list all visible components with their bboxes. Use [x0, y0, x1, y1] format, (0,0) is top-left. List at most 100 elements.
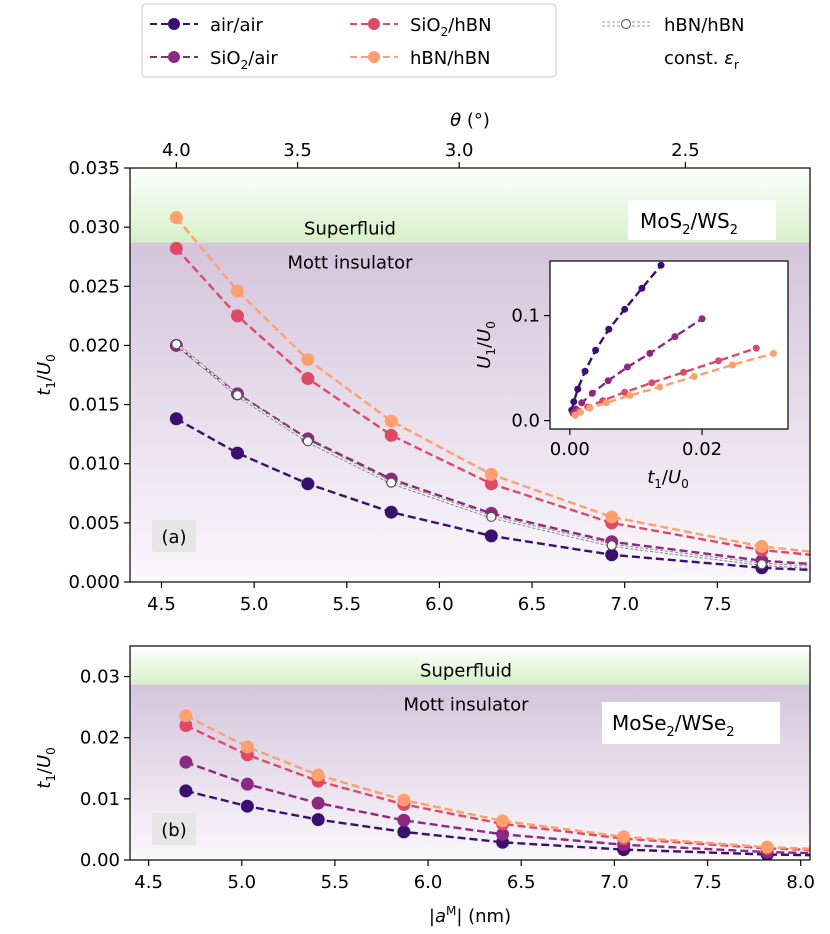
inset-data-point: [638, 284, 646, 292]
series-air-air: [179, 784, 810, 860]
inset-data-point: [576, 408, 584, 416]
series-layer: [169, 211, 810, 575]
data-point: [230, 446, 244, 460]
inset-data-point: [656, 383, 664, 391]
data-point: [311, 813, 325, 827]
inset-data-point: [578, 399, 586, 407]
y-tick-label: 0.030: [68, 217, 120, 238]
data-point: [169, 412, 183, 426]
legend-label-sio2-air: SiO2/air: [210, 48, 278, 72]
axes-frame: [129, 645, 811, 861]
panel-a: 0.000 0.005 0.010 0.015 0.020 0.025 0.030 0.035…: [34, 110, 811, 615]
inset-y-label: U1/U0: [474, 321, 498, 369]
data-point: [179, 718, 193, 732]
series-line: [185, 714, 810, 850]
inset-data-point: [646, 349, 654, 357]
y-tick-label: 0.00: [80, 850, 120, 871]
data-point: [606, 540, 617, 551]
material-label: MoSe2/WSe2: [602, 702, 780, 744]
region-label-mott: Mott insulator: [403, 695, 529, 716]
x-tick-label: 6.0: [414, 872, 443, 893]
data-point: [169, 211, 183, 225]
series-line: [175, 247, 810, 556]
inset-chart: 0.0 0.1 0.00 0.02 U1/U0 t1/U0: [474, 260, 789, 491]
x-tick-label: 7.5: [693, 872, 722, 893]
inset-y-tick-label: 0.0: [511, 411, 540, 432]
inset-frame: [549, 260, 789, 430]
inset-x-tick-label: 0.00: [550, 439, 590, 460]
y-tick-label: 0.035: [68, 158, 120, 179]
inset-data-point: [571, 411, 579, 419]
data-point: [302, 436, 313, 447]
data-point: [169, 241, 183, 255]
inset-series-sio2-air: [569, 315, 706, 417]
inset-data-point: [588, 389, 596, 397]
series-line: [185, 789, 810, 857]
data-point: [230, 309, 244, 323]
inset-data-point: [680, 368, 688, 376]
series-hbn-hbn: [179, 709, 810, 854]
series-line: [175, 216, 810, 553]
legend-entry-sio2-hbn: SiO2/hBN: [350, 15, 492, 39]
series-line-inner: [175, 343, 810, 568]
x-tick-label: 4.5: [147, 594, 176, 615]
legend-entry-air-air: air/air: [150, 15, 264, 36]
inset-x-label: t1/U0: [647, 467, 689, 491]
data-point: [397, 825, 411, 839]
data-point: [605, 548, 619, 562]
data-point: [240, 777, 254, 791]
inset-data-point: [715, 357, 723, 365]
region-label-mott: Mott insulator: [287, 253, 413, 274]
inset-series-hbn-hbn: [571, 349, 777, 419]
data-point: [617, 830, 631, 844]
inset-data-point: [604, 377, 612, 385]
legend-marker: [368, 51, 380, 63]
y-tick-label: 0.02: [80, 728, 120, 749]
legend-entry-hbn-const: hBN/hBN const. εr: [602, 15, 745, 72]
inset-data-point: [592, 346, 600, 354]
series-line: [185, 724, 810, 852]
inset-data-point: [648, 379, 656, 387]
y-tick-label: 0.015: [68, 395, 120, 416]
data-point: [301, 372, 315, 386]
axes-frame: [129, 167, 811, 583]
legend-label-hbn-const: hBN/hBN: [664, 15, 745, 36]
inset-data-point: [671, 333, 679, 341]
legend: air/air SiO2/air SiO2/hBN hBN/hBN hBN/hB…: [141, 3, 745, 78]
inset-data-point: [728, 361, 736, 369]
inset-data-point: [698, 315, 706, 323]
legend-label-hbn-hbn: hBN/hBN: [410, 48, 491, 69]
data-point: [179, 784, 193, 798]
x-tick-label: 5.5: [332, 594, 361, 615]
data-point: [760, 840, 774, 854]
x-tick-label: 5.0: [240, 594, 269, 615]
inset-series-layer: [568, 261, 777, 419]
series-air-air: [169, 412, 810, 575]
data-point: [486, 511, 497, 523]
x-tick-label: 5.5: [321, 872, 350, 893]
x-tick-label: 8.0: [786, 872, 815, 893]
y-axis-label: t1/U0: [34, 354, 58, 396]
data-point: [755, 540, 769, 554]
x-tick-label: 4.5: [134, 872, 163, 893]
region-label-superfluid: Superfluid: [304, 219, 396, 240]
x-tick-label: 6.5: [518, 594, 547, 615]
legend-entry-hbn-hbn: hBN/hBN: [350, 48, 491, 69]
data-point: [384, 414, 398, 428]
legend-label-hbn-const-line2: const. εr: [664, 48, 739, 72]
y-tick-label: 0.03: [80, 667, 120, 688]
data-point: [386, 477, 397, 488]
panel-label: (a): [152, 520, 196, 552]
data-point: [397, 813, 411, 827]
data-point: [311, 796, 325, 810]
data-point: [232, 390, 243, 401]
panel-b: 0.00 0.01 0.02 0.03 4.5 5.0 5.5 6.0 6.5 7.0 7.5 8.0…: [34, 645, 815, 927]
x-tick-label: 7.5: [703, 594, 732, 615]
superfluid-region: [130, 646, 810, 685]
inset-x-tick-label: 0.02: [682, 439, 722, 460]
x-tick-label: 6.5: [507, 872, 536, 893]
inset-data-point: [570, 398, 578, 406]
axes-ticks: 0.000 0.005 0.010 0.015 0.020 0.025 0.030 0.035…: [68, 140, 731, 615]
inset-data-point: [581, 367, 589, 375]
y-tick-label: 0.010: [68, 454, 120, 475]
